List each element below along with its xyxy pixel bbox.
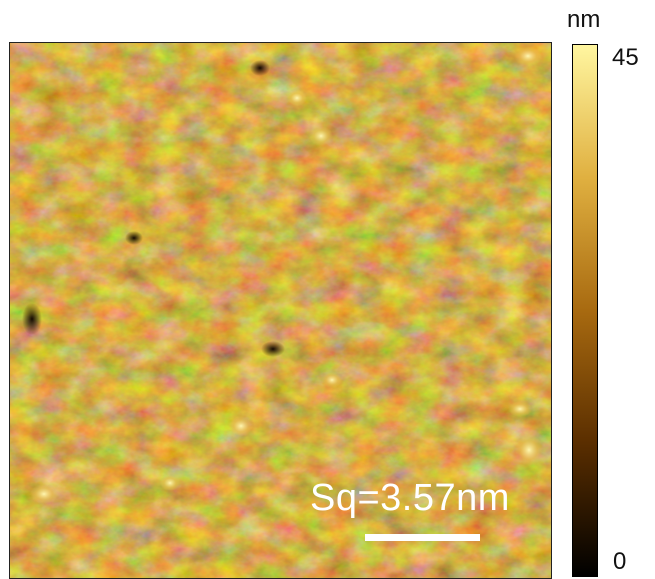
afm-surface-texture — [10, 43, 551, 578]
roughness-sq-label: Sq=3.57nm — [310, 477, 510, 519]
scale-bar — [365, 534, 480, 541]
height-colorbar — [572, 44, 598, 577]
colorbar-max-label: 45 — [612, 44, 639, 71]
colorbar-unit-label: nm — [567, 6, 601, 33]
colorbar-min-label: 0 — [613, 548, 627, 575]
afm-topography-image — [9, 42, 552, 579]
